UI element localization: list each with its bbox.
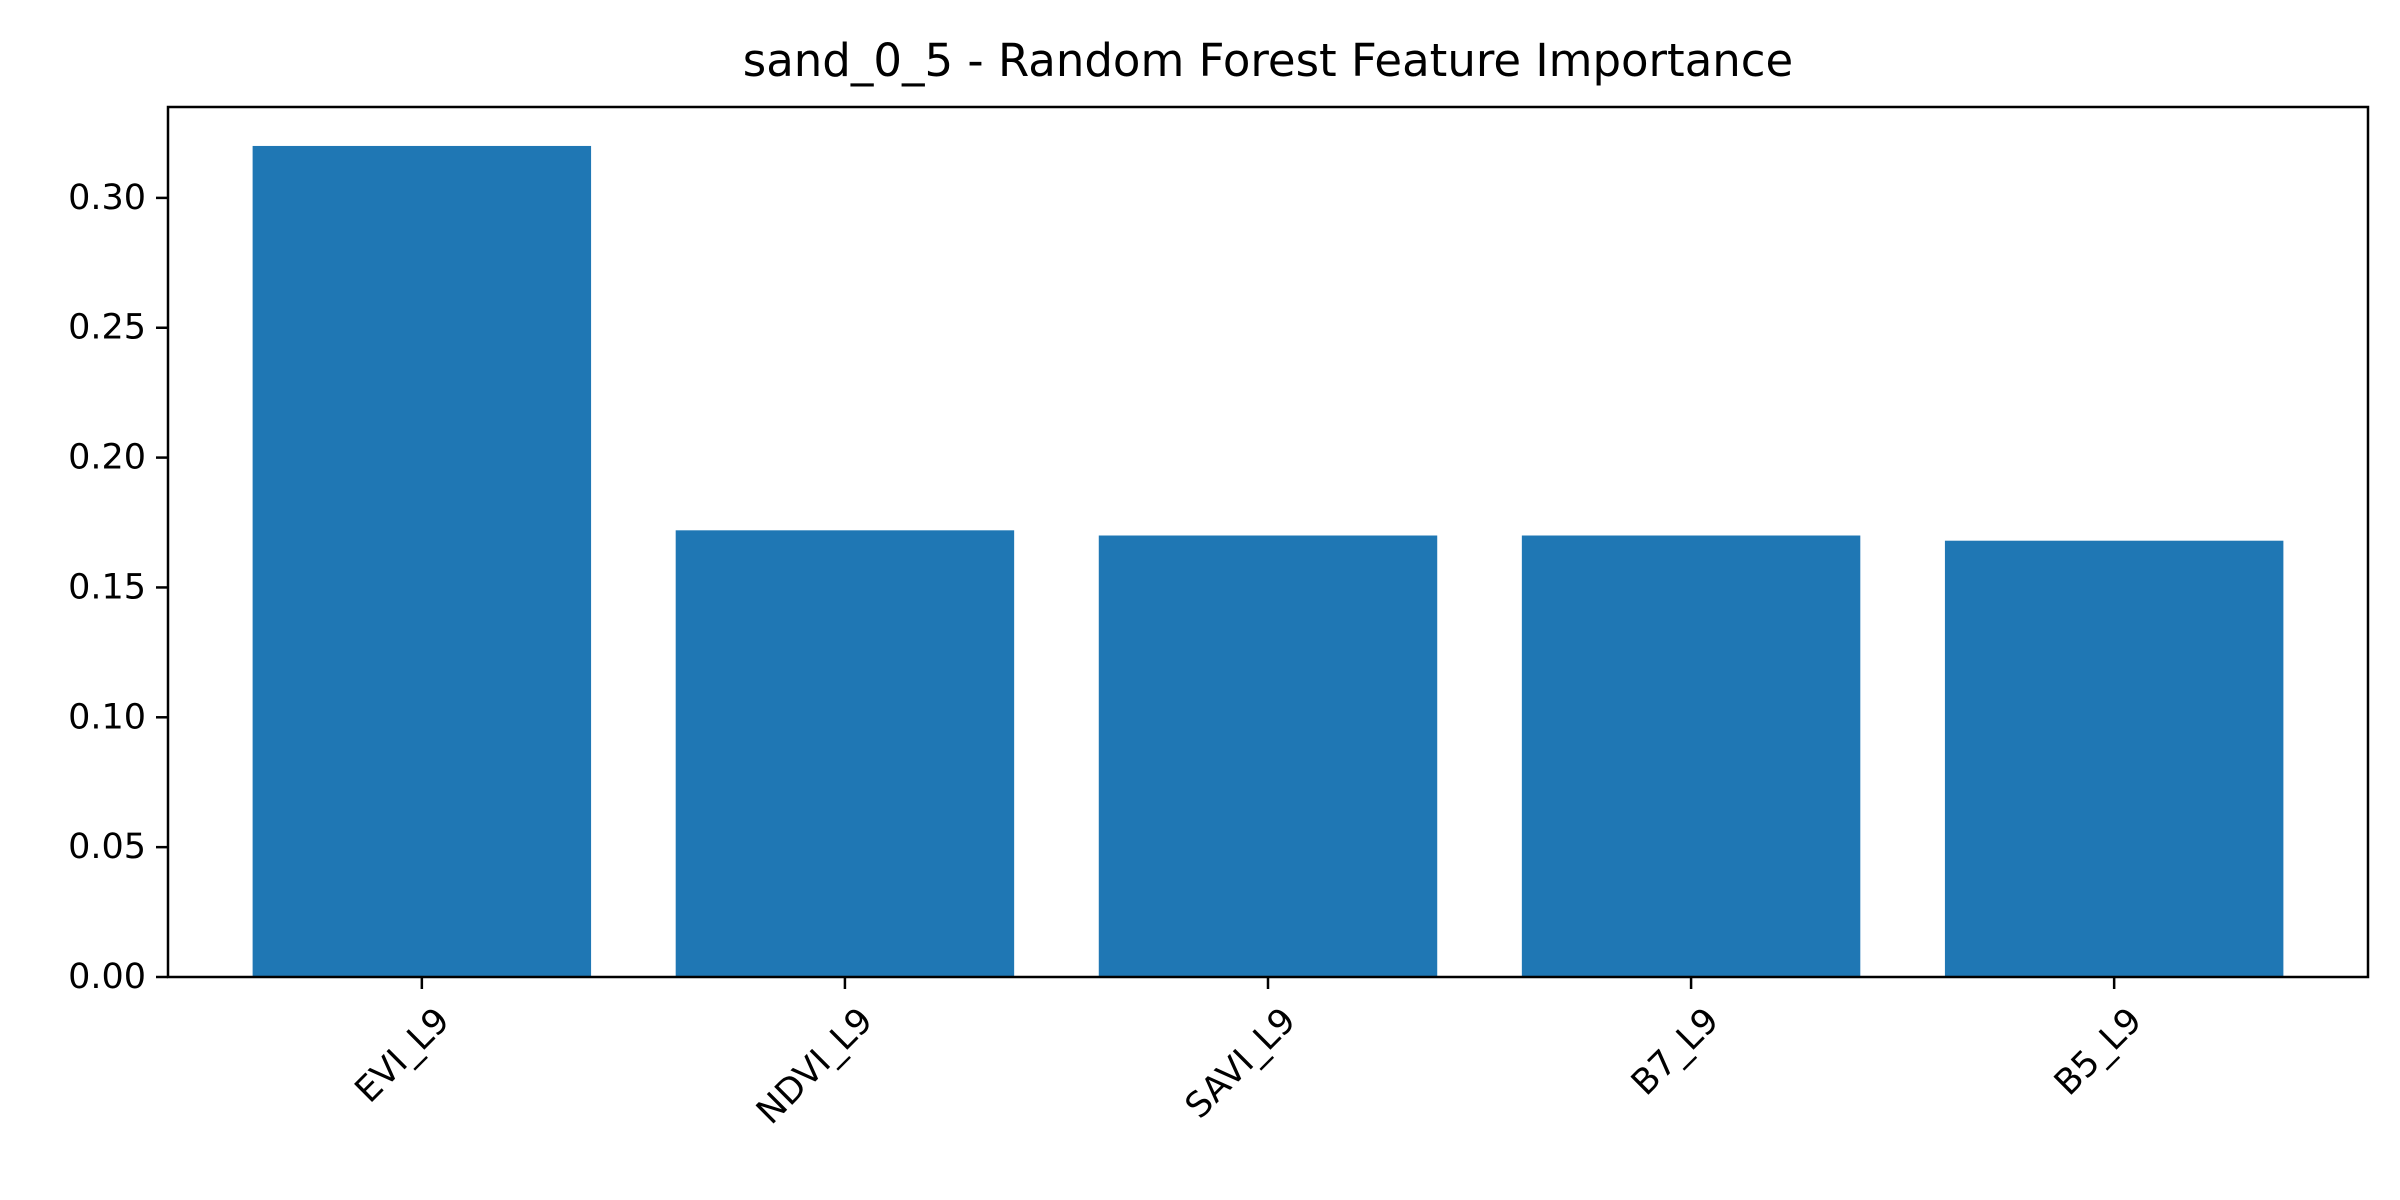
x-tick-label: SAVI_L9 [1178,1001,1304,1127]
y-axis: 0.00 0.05 0.10 0.15 0.20 0.25 0.30 [68,178,168,997]
y-tick-label: 0.15 [68,567,146,607]
x-tick-label: EVI_L9 [348,1001,458,1111]
x-axis: EVI_L9 NDVI_L9 SAVI_L9 B7_L9 B5_L9 [348,977,2150,1132]
bar-b5-l9 [1944,540,2284,977]
chart-title: sand_0_5 - Random Forest Feature Importa… [743,34,1793,87]
x-tick-label: B7_L9 [1624,1001,1727,1104]
x-tick-label: B5_L9 [2047,1001,2150,1104]
y-tick-label: 0.00 [68,957,146,997]
plot-frame [166,105,2370,979]
bar-evi-l9 [252,145,592,978]
y-tick-label: 0.10 [68,697,146,737]
y-tick-label: 0.20 [68,438,146,478]
bars-group [252,145,2284,978]
y-tick-label: 0.05 [68,827,146,867]
x-tick-label: NDVI_L9 [749,1001,881,1133]
y-tick-label: 0.30 [68,178,146,218]
bar-b7-l9 [1521,535,1861,977]
bar-ndvi-l9 [675,530,1015,977]
y-tick-label: 0.25 [68,308,146,348]
bar-savi-l9 [1098,535,1438,977]
